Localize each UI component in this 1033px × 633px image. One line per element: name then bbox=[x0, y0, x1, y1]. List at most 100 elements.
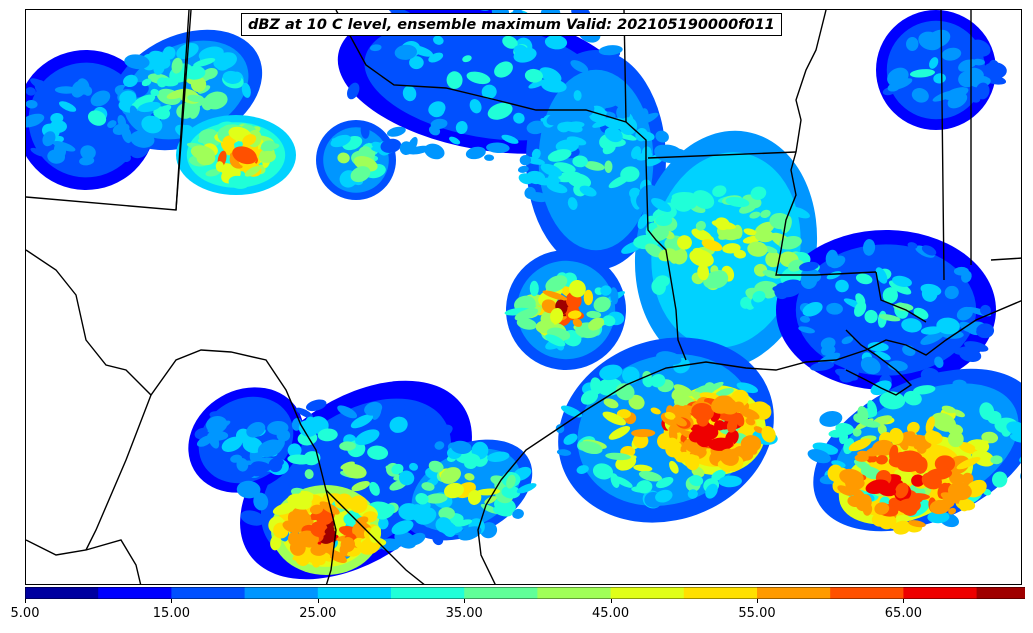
echo-cell bbox=[201, 97, 214, 111]
echo-cell bbox=[604, 127, 623, 143]
echo-cell bbox=[701, 239, 723, 252]
echo-cell bbox=[455, 452, 481, 465]
echo-cell bbox=[860, 419, 881, 428]
echo-cell bbox=[747, 241, 768, 257]
echo-cell bbox=[570, 60, 589, 73]
echo-cell bbox=[517, 165, 529, 173]
echo-cell bbox=[527, 191, 549, 203]
echo-cell bbox=[369, 44, 382, 52]
echo-cell bbox=[406, 145, 431, 155]
state-borders bbox=[26, 10, 1021, 584]
echo-cell bbox=[157, 77, 168, 88]
echo-cell bbox=[622, 455, 637, 463]
colorbar-tick bbox=[903, 599, 905, 603]
echo-cell bbox=[97, 152, 111, 166]
echo-cell bbox=[469, 99, 482, 114]
echo-cell bbox=[911, 474, 925, 487]
echo-cell bbox=[501, 134, 519, 144]
echo-cell bbox=[369, 481, 380, 496]
echo-cell bbox=[26, 87, 36, 96]
colorbar-tick bbox=[464, 599, 466, 603]
echo-cell bbox=[702, 381, 724, 394]
echo-cell bbox=[669, 460, 679, 474]
echo-cell bbox=[561, 121, 583, 133]
echo-cell bbox=[49, 120, 67, 133]
echo-cell bbox=[287, 443, 302, 458]
echo-cell bbox=[867, 342, 889, 352]
echo-cell bbox=[860, 356, 881, 375]
echo-cell bbox=[837, 485, 854, 496]
echo-cell bbox=[761, 426, 776, 443]
echo-cell bbox=[378, 517, 389, 530]
echo-cell bbox=[526, 120, 547, 135]
echo-cell bbox=[464, 473, 475, 481]
echo-cell bbox=[304, 469, 314, 479]
echo-cell bbox=[430, 424, 453, 440]
echo-cell bbox=[519, 154, 531, 166]
echo-cell bbox=[583, 289, 594, 306]
echo-cell bbox=[588, 85, 602, 103]
echo-cell bbox=[240, 510, 265, 526]
echo-cell bbox=[893, 303, 914, 312]
echo-cell bbox=[665, 148, 688, 164]
echo-cell bbox=[258, 150, 276, 163]
echo-cell bbox=[897, 498, 921, 514]
echo-cell bbox=[810, 361, 835, 371]
echo-cell bbox=[330, 134, 351, 148]
echo-cell bbox=[637, 214, 649, 229]
echo-cell bbox=[236, 458, 249, 472]
echo-cell bbox=[920, 331, 945, 345]
echo-cell bbox=[695, 220, 706, 231]
echo-cell bbox=[487, 102, 513, 120]
echo-cell bbox=[398, 470, 415, 486]
echo-cell bbox=[410, 504, 426, 517]
echo-cell bbox=[933, 73, 946, 84]
echo-cell bbox=[162, 46, 176, 60]
echo-cell bbox=[241, 82, 251, 98]
echo-cell bbox=[287, 493, 312, 510]
echo-cell bbox=[929, 499, 951, 515]
echo-cell bbox=[691, 402, 714, 422]
echo-cell bbox=[864, 309, 878, 324]
echo-cell bbox=[389, 416, 408, 433]
echo-cell bbox=[171, 57, 183, 74]
colorbar-cell bbox=[757, 587, 831, 599]
echo-cell bbox=[351, 480, 370, 492]
echo-cell bbox=[326, 549, 347, 563]
echo-cell bbox=[90, 90, 111, 107]
echo-cell bbox=[244, 166, 261, 177]
echo-cell bbox=[711, 395, 734, 414]
echo-cell bbox=[599, 364, 623, 381]
echo-cell bbox=[961, 472, 974, 485]
echo-cell bbox=[927, 29, 951, 48]
echo-cell bbox=[253, 492, 269, 511]
echo-cell bbox=[887, 520, 898, 530]
echo-cell bbox=[708, 437, 734, 451]
echo-cell bbox=[26, 113, 45, 128]
echo-cell bbox=[865, 445, 888, 457]
echo-cell bbox=[848, 438, 872, 452]
echo-cell bbox=[956, 306, 973, 321]
echo-cell bbox=[449, 136, 461, 145]
echo-cell bbox=[802, 302, 823, 317]
echo-cell bbox=[948, 471, 961, 485]
echo-cell bbox=[752, 290, 766, 303]
echo-cell bbox=[839, 366, 860, 383]
echo-cell bbox=[712, 185, 727, 197]
echo-cell bbox=[337, 152, 350, 164]
echo-cell bbox=[222, 70, 242, 84]
echo-cell bbox=[304, 551, 331, 563]
echo-cell bbox=[718, 230, 732, 240]
echo-cell bbox=[257, 439, 283, 458]
echo-cell bbox=[927, 510, 950, 524]
echo-cell bbox=[42, 131, 56, 147]
echo-cell bbox=[415, 493, 429, 505]
echo-cell bbox=[929, 57, 939, 69]
echo-cell bbox=[175, 124, 195, 139]
echo-cell bbox=[749, 211, 761, 219]
echo-cell bbox=[486, 142, 510, 154]
echo-cell bbox=[888, 280, 912, 295]
echo-cell bbox=[292, 516, 307, 524]
echo-cell bbox=[678, 407, 688, 416]
echo-cell bbox=[875, 267, 888, 284]
